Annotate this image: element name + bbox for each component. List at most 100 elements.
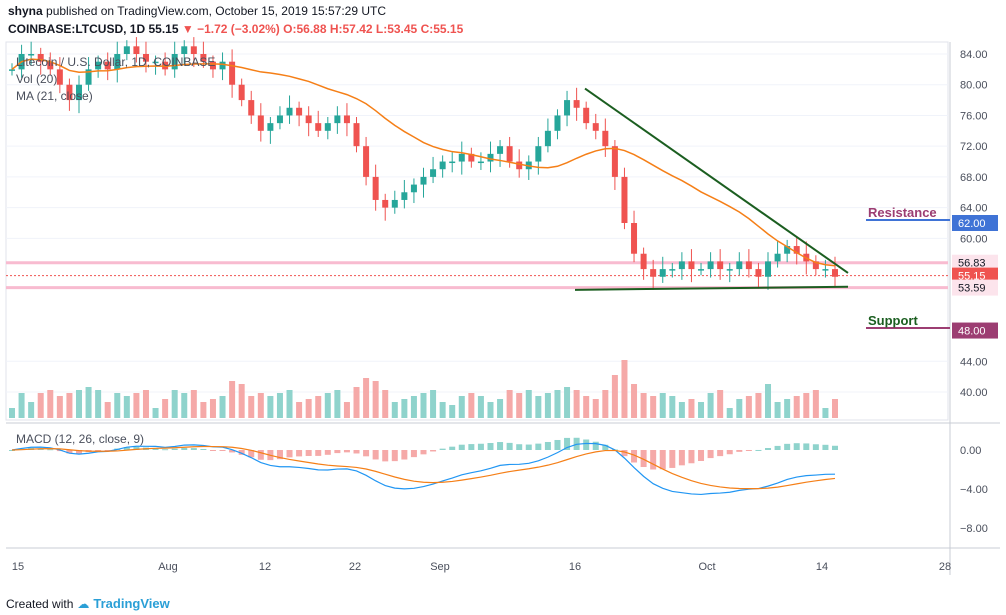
- tradingview-logo-icon[interactable]: ☁: [77, 596, 90, 611]
- candle-body[interactable]: [267, 123, 274, 131]
- publisher[interactable]: shyna: [8, 4, 43, 18]
- volume-bar: [133, 393, 140, 418]
- macd-histogram-bar: [717, 450, 724, 457]
- candle-body[interactable]: [698, 269, 705, 271]
- candle-body[interactable]: [372, 176, 379, 200]
- candle-body[interactable]: [535, 146, 542, 162]
- candle-body[interactable]: [430, 169, 437, 177]
- candle-body[interactable]: [353, 123, 360, 147]
- candle-body[interactable]: [506, 146, 513, 162]
- candle-body[interactable]: [659, 269, 666, 277]
- candle-body[interactable]: [707, 261, 714, 270]
- candle-body[interactable]: [75, 84, 82, 101]
- macd-histogram-bar: [497, 442, 504, 450]
- candle-body[interactable]: [650, 269, 657, 277]
- candle-body[interactable]: [209, 61, 216, 70]
- candle-body[interactable]: [640, 253, 647, 270]
- candle-body[interactable]: [439, 161, 446, 170]
- candle-body[interactable]: [66, 84, 73, 101]
- candle-body[interactable]: [324, 123, 331, 131]
- candle-body[interactable]: [554, 115, 561, 131]
- candle-body[interactable]: [363, 146, 370, 177]
- candle-body[interactable]: [765, 261, 772, 277]
- macd-histogram-bar: [75, 450, 82, 454]
- candle-body[interactable]: [583, 107, 590, 124]
- candle-body[interactable]: [497, 146, 504, 154]
- down-arrow-icon: ▼: [181, 22, 194, 36]
- candle-body[interactable]: [276, 115, 283, 124]
- candle-body[interactable]: [104, 61, 111, 70]
- candle-body[interactable]: [516, 161, 523, 170]
- candle-body[interactable]: [248, 100, 255, 116]
- candle-body[interactable]: [95, 61, 102, 70]
- candle-body[interactable]: [296, 107, 303, 116]
- candle-body[interactable]: [410, 184, 417, 193]
- macd-histogram-bar: [190, 448, 197, 450]
- candle-body[interactable]: [28, 54, 35, 56]
- candle-body[interactable]: [85, 69, 92, 85]
- candle-body[interactable]: [449, 161, 456, 164]
- tradingview-brand[interactable]: TradingView: [93, 596, 170, 611]
- candle-body[interactable]: [334, 115, 341, 124]
- candle-body[interactable]: [669, 269, 676, 271]
- candlesticks: [9, 37, 838, 290]
- candle-body[interactable]: [458, 153, 465, 162]
- candle-body[interactable]: [832, 269, 838, 277]
- candle-body[interactable]: [774, 253, 781, 262]
- candle-body[interactable]: [47, 61, 54, 70]
- candle-body[interactable]: [468, 153, 475, 162]
- candle-body[interactable]: [114, 54, 121, 70]
- candle-body[interactable]: [477, 161, 484, 164]
- candle-body[interactable]: [784, 246, 791, 254]
- candle-body[interactable]: [688, 261, 695, 270]
- candle-body[interactable]: [152, 61, 159, 64]
- candle-body[interactable]: [611, 146, 618, 177]
- candle-body[interactable]: [257, 115, 264, 131]
- candle-body[interactable]: [238, 84, 245, 101]
- candle-body[interactable]: [56, 69, 63, 85]
- candle-body[interactable]: [564, 100, 571, 116]
- candle-body[interactable]: [9, 69, 15, 71]
- candle-body[interactable]: [592, 123, 599, 131]
- candle-body[interactable]: [717, 261, 724, 270]
- candle-body[interactable]: [678, 261, 685, 270]
- candle-body[interactable]: [544, 130, 551, 147]
- volume-bar: [583, 396, 590, 418]
- macd-histogram-bar: [382, 450, 389, 462]
- candle-body[interactable]: [229, 61, 236, 85]
- candle-body[interactable]: [391, 199, 398, 208]
- candle-body[interactable]: [190, 46, 197, 54]
- candle-body[interactable]: [123, 46, 130, 54]
- candle-body[interactable]: [171, 54, 178, 70]
- candle-body[interactable]: [755, 269, 762, 277]
- candle-body[interactable]: [621, 176, 628, 223]
- candle-body[interactable]: [487, 153, 494, 162]
- candle-body[interactable]: [286, 107, 293, 116]
- candle-body[interactable]: [219, 61, 226, 70]
- candle-body[interactable]: [382, 199, 389, 208]
- candle-body[interactable]: [133, 46, 140, 54]
- candle-body[interactable]: [631, 223, 638, 254]
- candle-body[interactable]: [602, 130, 609, 147]
- candle-body[interactable]: [181, 46, 188, 54]
- macd-legend: MACD (12, 26, close, 9): [16, 432, 145, 446]
- candle-body[interactable]: [343, 115, 350, 124]
- candle-body[interactable]: [401, 192, 408, 200]
- candle-body[interactable]: [793, 246, 800, 254]
- candle-body[interactable]: [573, 100, 580, 108]
- candle-body[interactable]: [315, 123, 322, 131]
- volume-bar: [190, 390, 197, 418]
- volume-bar: [95, 390, 102, 418]
- candle-body[interactable]: [812, 261, 819, 270]
- candle-body[interactable]: [822, 269, 829, 271]
- candle-body[interactable]: [37, 54, 44, 62]
- candle-body[interactable]: [745, 261, 752, 270]
- candle-body[interactable]: [305, 115, 312, 124]
- candle-body[interactable]: [200, 54, 207, 62]
- price-badge-label: 62.00: [958, 218, 986, 230]
- candle-body[interactable]: [726, 269, 733, 271]
- candle-body[interactable]: [142, 54, 149, 62]
- candle-body[interactable]: [736, 261, 743, 270]
- candle-body[interactable]: [420, 176, 427, 185]
